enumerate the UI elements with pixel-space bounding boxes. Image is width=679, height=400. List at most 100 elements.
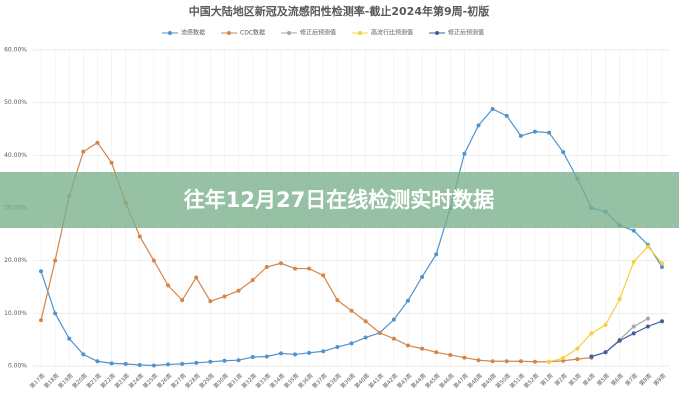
data-point [307, 266, 312, 271]
legend-label: CDC数据 [240, 29, 265, 37]
data-point [264, 264, 269, 269]
data-point [293, 352, 298, 357]
data-point [645, 324, 650, 329]
data-point [180, 361, 185, 366]
data-point [109, 160, 114, 165]
data-point [166, 283, 171, 288]
data-point [631, 259, 636, 264]
data-point [561, 150, 566, 155]
legend-marker [435, 31, 440, 35]
data-point [81, 149, 86, 154]
data-point [81, 352, 86, 357]
data-point [476, 358, 481, 363]
data-point [236, 358, 241, 363]
data-point [518, 133, 523, 138]
data-point [391, 336, 396, 341]
data-point [222, 294, 227, 299]
data-point [532, 129, 537, 134]
data-point [53, 311, 58, 316]
data-point [194, 360, 199, 365]
data-point [391, 317, 396, 322]
data-point [434, 252, 439, 257]
data-point [631, 228, 636, 233]
data-point [208, 299, 213, 304]
data-point [95, 359, 100, 364]
y-tick-label: 0.00% [8, 363, 27, 370]
data-point [293, 266, 298, 271]
legend-label: 修正后预测值 [300, 29, 336, 37]
data-point [151, 258, 156, 263]
data-point [405, 343, 410, 348]
data-point [547, 130, 552, 135]
data-point [349, 341, 354, 346]
data-point [222, 358, 227, 363]
data-point [575, 357, 580, 362]
data-point [250, 355, 255, 360]
legend-marker [227, 31, 232, 35]
y-tick-label: 10.00% [4, 310, 27, 317]
data-point [448, 352, 453, 357]
data-point [603, 322, 608, 327]
series-line [591, 320, 663, 358]
legend-marker [168, 31, 172, 35]
data-point [335, 345, 340, 350]
data-point [278, 261, 283, 266]
data-point [194, 275, 199, 280]
data-point [363, 335, 368, 340]
data-point [137, 362, 142, 367]
data-point [278, 351, 283, 356]
data-point [53, 258, 58, 263]
data-point [631, 324, 636, 329]
data-point [660, 261, 664, 266]
data-point [660, 264, 664, 269]
legend-label: 修正后预测值 [448, 29, 484, 37]
data-point [250, 278, 255, 283]
data-point [307, 350, 312, 355]
data-point [405, 298, 410, 303]
data-point [645, 316, 650, 321]
y-tick-label: 50.00% [4, 99, 27, 106]
data-point [617, 297, 622, 302]
data-point [236, 288, 241, 293]
data-point [561, 356, 566, 361]
legend-marker [287, 31, 292, 35]
data-point [363, 319, 368, 324]
data-point [109, 361, 114, 366]
data-point [137, 234, 142, 239]
data-point [39, 269, 43, 274]
legend: 流感数据 CDC数据 修正后预测值 高流行比预测值 修正后预测值 [162, 29, 484, 37]
data-point [321, 349, 326, 354]
data-point [151, 363, 156, 368]
data-point [617, 338, 622, 343]
legend-label: 流感数据 [181, 29, 205, 37]
data-point [67, 336, 72, 341]
data-point [645, 244, 650, 249]
data-point [575, 346, 580, 351]
data-point [335, 298, 340, 303]
data-point [420, 346, 425, 351]
data-point [39, 318, 43, 323]
data-point [377, 330, 382, 335]
data-point [603, 350, 608, 355]
y-tick-label: 40.00% [4, 152, 27, 159]
legend-label: 高流行比预测值 [371, 29, 413, 37]
data-point [490, 359, 495, 364]
data-point [420, 274, 425, 279]
data-point [462, 355, 467, 360]
banner-band [0, 172, 679, 228]
data-point [504, 113, 509, 118]
data-point [589, 354, 594, 359]
data-point [476, 123, 481, 128]
data-point [434, 350, 439, 355]
data-point [123, 361, 128, 366]
data-point [504, 359, 509, 364]
data-point [321, 273, 326, 278]
data-point [547, 359, 552, 364]
data-point [166, 362, 171, 367]
data-point [462, 151, 467, 156]
data-point [518, 359, 523, 364]
data-point [180, 298, 185, 303]
y-tick-label: 60.00% [4, 47, 27, 54]
data-point [532, 359, 537, 364]
